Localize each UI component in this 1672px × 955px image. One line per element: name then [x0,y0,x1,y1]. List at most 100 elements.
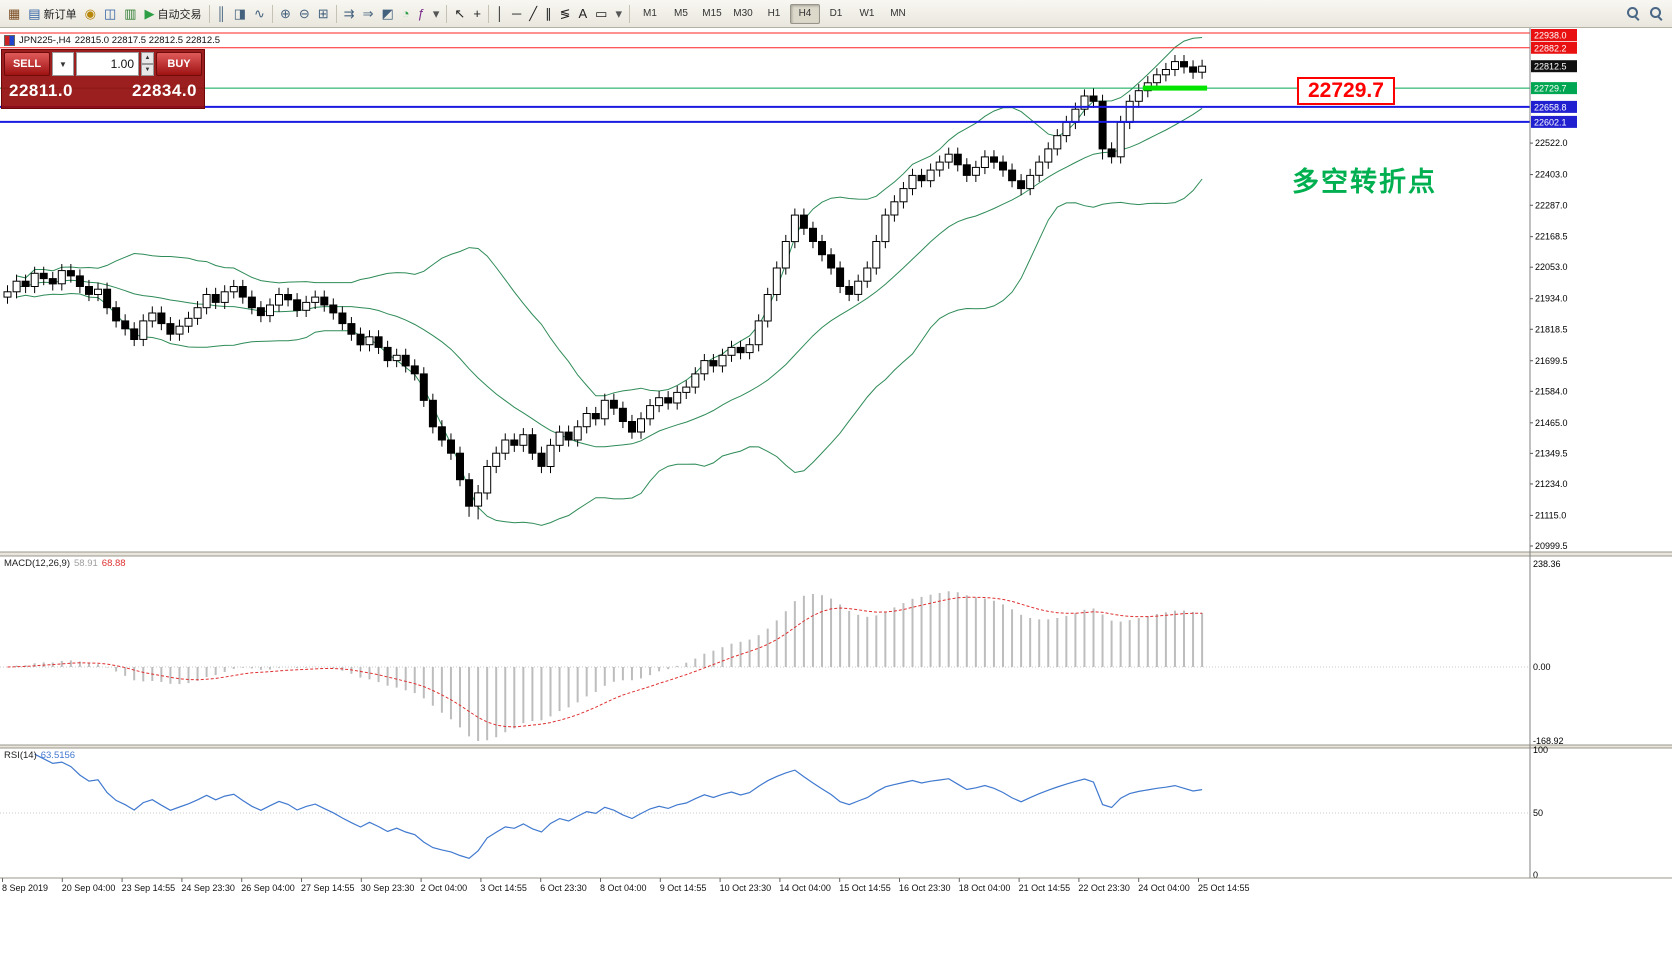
search-icon [1626,6,1641,21]
entry-highlight-segment[interactable] [1142,85,1208,91]
search-button[interactable] [1622,2,1645,26]
time-axis[interactable]: 8 Sep 2019 20 Sep 04:00 23 Sep 14:55 24 Sep… [0,877,1672,893]
zoom-in-button[interactable]: ⊕ [276,2,295,26]
channel-tool-button[interactable]: ∥ [541,2,556,26]
bollinger-middle-band [16,107,1203,448]
timeframe-w1[interactable]: W1 [859,8,875,19]
chart-shift-button[interactable]: ⇒ [359,2,378,26]
clock-button[interactable]: ◔ [398,2,414,26]
text-tool-button[interactable]: A [574,2,591,26]
time-tick-label: 6 Oct 23:30 [540,883,587,893]
zoom-out-button[interactable]: ⊖ [295,2,314,26]
new-order-label: 新订单 [43,8,77,21]
timeframe-mn[interactable]: MN [890,8,906,19]
price-tick-label: 21699.5 [1535,356,1568,366]
volume-spin-up[interactable]: ▲ [141,52,154,64]
auto-scroll-button[interactable]: ⇉ [340,2,359,26]
price-line-label: 22658.8 [1534,102,1567,112]
bollinger-lower-band [16,178,1203,526]
price-tick-label: 22403.0 [1535,170,1568,180]
toolbar-separator [487,4,489,23]
price-axis[interactable]: 22522.0 22403.0 22287.0 22168.5 22053.0 21934… [1529,28,1577,878]
buy-price[interactable]: 22834.0 [132,81,197,100]
candlestick-chart-button[interactable]: ◨ [230,2,250,26]
price-line-label-box [1531,60,1577,73]
indicators-list-button[interactable]: ƒ [414,2,429,26]
turning-point-note: 多空转折点 [1292,167,1437,197]
new-order-button[interactable]: ▤ 新订单 [24,2,80,26]
time-tick-label: 23 Sep 14:55 [122,883,176,893]
terminal-button[interactable]: ▥ [120,2,140,26]
label-tool-icon: ▭ [595,6,608,21]
fibonacci-tool-icon: ≶ [559,6,571,21]
toolbar: ▦ ▤ 新订单 ◉ ◫ ▥ ▶ 自动交易 ║ ◨ ∿ ⊕ ⊖ ⊞ ⇉ ⇒ ◩ ◔ ƒ ▾ ↖ + │ ─ ╱ ∥ ≶ A ▭ ▾ M1 M5 M… [0,0,1672,28]
autotrading-icon: ▶ [144,6,155,21]
bar-chart-button[interactable]: ║ [213,2,230,26]
time-tick-label: 21 Oct 14:55 [1019,883,1071,893]
timeframe-d1[interactable]: D1 [829,8,843,19]
crosshair-button[interactable]: + [469,2,485,26]
panel-separator[interactable] [0,745,1672,748]
time-tick-label: 3 Oct 14:55 [480,883,527,893]
timeframe-m30[interactable]: M30 [733,8,753,19]
chart-screenshot-button[interactable]: ◉ [81,2,100,26]
auto-scroll-icon: ⇉ [343,6,355,21]
timeframe-h1[interactable]: H1 [767,8,781,19]
price-tick-label: 21115.0 [1535,510,1566,520]
price-tick-label: 21465.0 [1535,418,1568,428]
macd-histogram [15,591,1204,741]
new-chart-button[interactable]: ▦ [4,2,24,26]
fibonacci-tool-button[interactable]: ≶ [556,2,575,26]
shapes-dropdown-button[interactable]: ▾ [611,2,626,26]
autotrading-label: 自动交易 [157,8,202,21]
cursor-button[interactable]: ↖ [450,2,469,26]
timeframe-m1[interactable]: M1 [643,8,657,19]
macd-axis-max: 238.36 [1533,559,1561,569]
timeframe-m15[interactable]: M15 [702,8,722,19]
price-line-label: 22602.1 [1534,117,1567,127]
price-tick-label: 21818.5 [1535,324,1568,334]
order-type-dropdown[interactable]: ▼ [52,52,74,76]
sell-button[interactable]: SELL [4,52,50,76]
indicators-dropdown-button[interactable]: ▾ [429,2,444,26]
indicators-list-icon: ƒ [417,6,425,21]
horizontal-line-tool-button[interactable]: ─ [508,2,525,26]
volume-spin-down[interactable]: ▼ [141,64,154,76]
time-tick-label: 24 Sep 23:30 [181,883,235,893]
tile-windows-button[interactable]: ⊞ [314,2,333,26]
timeframe-switcher: M1 M5 M15 M30 H1 H4 D1 W1 MN [635,3,913,24]
price-line-label: 22882.2 [1534,43,1567,53]
tile-windows-icon: ⊞ [317,6,329,21]
strategy-tester-button[interactable]: ◩ [377,2,397,26]
buy-button[interactable]: BUY [156,52,202,76]
time-tick-label: 15 Oct 14:55 [839,883,891,893]
line-chart-icon: ∿ [254,6,265,21]
macd-axis-zero: 0.00 [1533,662,1551,672]
price-tick-label: 20999.5 [1535,541,1568,551]
trendline-tool-button[interactable]: ╱ [525,2,541,26]
terminal-icon: ▥ [124,6,137,21]
panel-separator[interactable] [0,552,1672,556]
autotrading-button[interactable]: ▶ 自动交易 [141,2,206,26]
line-chart-button[interactable]: ∿ [250,2,269,26]
zoom-out-icon: ⊖ [298,6,310,21]
new-chart-icon: ▦ [8,6,21,21]
zoom-in-icon: ⊕ [279,6,291,21]
rsi-panel [0,753,1530,859]
ohlc-readout: 22815.0 22817.5 22812.5 22812.5 [74,35,221,46]
price-tick-label: 21234.0 [1535,479,1568,489]
vertical-line-tool-button[interactable]: │ [492,2,508,26]
chart-shift-icon: ⇒ [362,6,374,21]
bar-chart-icon: ║ [216,6,226,21]
price-tick-label: 22522.0 [1535,138,1568,148]
volume-input[interactable]: 1.00 [76,52,139,76]
label-tool-button[interactable]: ▭ [591,2,611,26]
crosshair-icon: + [473,6,481,21]
community-search-button[interactable] [1645,2,1668,26]
timeframe-h4[interactable]: H4 [789,3,820,24]
new-order-icon: ▤ [28,6,41,21]
sell-price[interactable]: 22811.0 [9,81,74,100]
timeframe-m5[interactable]: M5 [674,8,688,19]
market-watch-button[interactable]: ◫ [100,2,120,26]
